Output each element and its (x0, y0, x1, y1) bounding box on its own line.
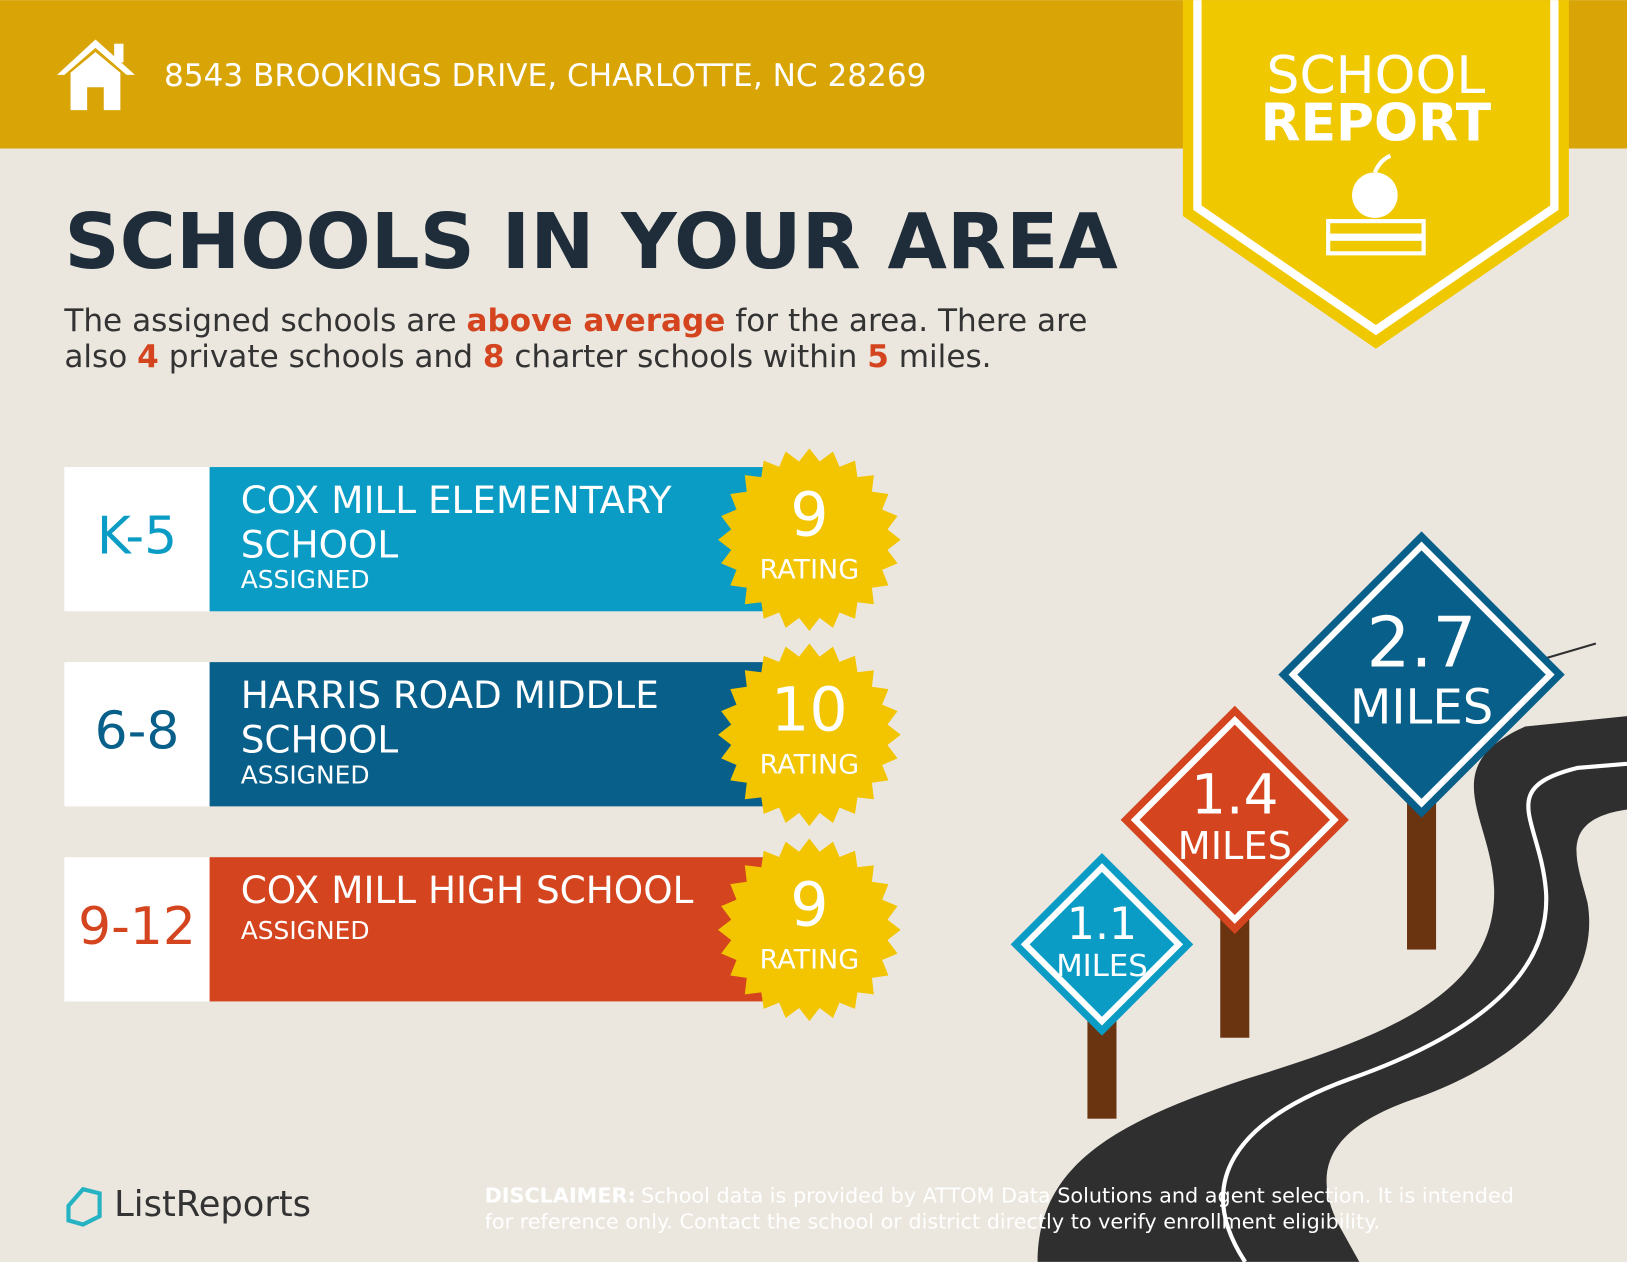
disclaimer-label: DISCLAIMER: (485, 1184, 636, 1208)
school-name: COX MILL ELEMENTARY (241, 478, 672, 522)
house-icon (57, 39, 135, 111)
title: SCHOOLS IN YOUR AREA (64, 198, 1118, 287)
sign-face (1010, 853, 1194, 1036)
highlight: 8 (483, 339, 505, 375)
grade-box (64, 467, 210, 612)
address: 8543 BROOKINGS DRIVE, CHARLOTTE, NC 2826… (164, 58, 927, 94)
logo-icon (66, 1186, 102, 1227)
sign-border (1130, 715, 1339, 924)
highlight: 5 (867, 339, 889, 375)
distance-unit: MILES (1056, 949, 1147, 984)
distance-value: 1.4 (1191, 762, 1279, 826)
rating-label: RATING (760, 944, 860, 975)
school-name: SCHOOL (241, 522, 399, 566)
rating-value: 10 (771, 676, 848, 746)
school-status: ASSIGNED (241, 760, 370, 789)
distance-value: 1.1 (1067, 899, 1137, 950)
rating-value: 9 (790, 871, 828, 941)
text-segment: charter schools within (505, 339, 868, 375)
highlight: above average (466, 303, 725, 339)
text-segment: also (64, 339, 137, 375)
school-name: HARRIS ROAD MIDDLE (241, 673, 659, 717)
sign-face (1120, 705, 1349, 934)
grade-box (64, 857, 210, 1002)
rating-burst (718, 643, 901, 827)
school-name: COX MILL HIGH SCHOOL (241, 868, 694, 912)
badge (1182, 0, 1569, 349)
school-name: SCHOOL (241, 718, 399, 762)
rating-label: RATING (760, 749, 860, 780)
school-status: ASSIGNED (241, 565, 370, 594)
sign-border (1020, 863, 1184, 1026)
grade-label: 9-12 (78, 897, 196, 957)
text-segment: for the area. There are (725, 303, 1087, 339)
highlight: 4 (137, 339, 159, 375)
school-bar (209, 857, 770, 1002)
disclaimer-line: DISCLAIMER: School data is provided by AT… (485, 1184, 1514, 1208)
sign-face (1278, 531, 1565, 818)
disclaimer-text: School data is provided by ATTOM Data So… (641, 1184, 1514, 1208)
distance-value: 2.7 (1367, 604, 1477, 684)
school-status: ASSIGNED (241, 916, 370, 945)
rating-burst (718, 448, 901, 631)
disclaimer-line: for reference only. Contact the school o… (485, 1209, 1381, 1233)
grade-label: K-5 (97, 507, 177, 567)
school-bar (209, 467, 770, 612)
rating-label: RATING (760, 554, 860, 585)
text-segment: The assigned schools are (63, 303, 466, 339)
school-bar (209, 662, 770, 807)
text-segment: private schools and (159, 339, 483, 375)
description: The assigned schools are above average f… (63, 303, 1087, 375)
sign-border (1288, 541, 1555, 808)
logo-text: ListReports (114, 1184, 311, 1225)
badge-line2: REPORT (1261, 94, 1492, 154)
grade-label: 6-8 (95, 702, 180, 762)
grade-box (64, 662, 210, 807)
text-segment: miles. (889, 339, 992, 375)
description-line: also 4 private schools and 8 charter sch… (64, 339, 991, 375)
description-line: The assigned schools are above average f… (63, 303, 1087, 339)
distance-unit: MILES (1350, 680, 1493, 736)
rating-burst (718, 838, 901, 1022)
rating-value: 9 (790, 481, 828, 551)
badge-line1: SCHOOL (1267, 46, 1486, 106)
distance-unit: MILES (1178, 824, 1292, 869)
